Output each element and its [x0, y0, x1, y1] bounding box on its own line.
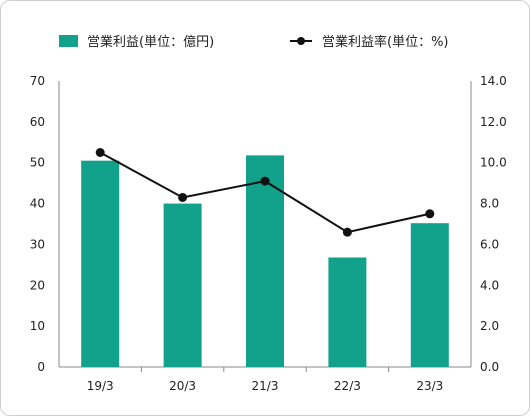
y-left-tick-label: 10 [30, 319, 45, 333]
y-right-tick-label: 4.0 [480, 278, 499, 292]
y-left-tick-label: 70 [30, 74, 45, 88]
y-right-tick-label: 10.0 [480, 156, 507, 170]
legend-label-bar: 営業利益(単位：億円) [87, 34, 214, 50]
legend-swatch-marker [297, 37, 305, 45]
legend-label-line: 営業利益率(単位：%) [322, 34, 449, 50]
line-point [342, 227, 352, 237]
y-left-ticks: 0 10 20 30 40 50 60 70 [30, 74, 45, 374]
y-right-tick-label: 14.0 [480, 74, 507, 88]
bar [81, 160, 120, 367]
legend: 営業利益(単位：億円) 営業利益率(単位：%) [59, 34, 449, 50]
x-tick-label: 19/3 [87, 379, 114, 393]
bar [328, 257, 367, 367]
bar [163, 203, 202, 367]
legend-swatch-bar [59, 35, 78, 47]
x-tick-label: 20/3 [169, 379, 196, 393]
y-left-tick-label: 0 [37, 360, 45, 374]
y-right-tick-label: 2.0 [480, 319, 499, 333]
y-left-tick-label: 30 [30, 237, 45, 251]
y-left-tick-label: 50 [30, 156, 45, 170]
x-tick-label: 23/3 [416, 379, 443, 393]
y-right-tick-label: 6.0 [480, 237, 499, 251]
y-right-ticks: 0.0 2.0 4.0 6.0 8.0 10.0 12.0 14.0 [480, 74, 507, 374]
y-right-tick-label: 12.0 [480, 115, 507, 129]
y-right-tick-label: 8.0 [480, 197, 499, 211]
line-series [95, 148, 435, 237]
bar [246, 155, 284, 367]
y-right-tick-label: 0.0 [480, 360, 499, 374]
line-point [178, 192, 188, 202]
line-point [95, 148, 105, 157]
line-point [425, 209, 435, 219]
y-left-tick-label: 60 [30, 115, 45, 129]
x-tick-label: 22/3 [334, 379, 361, 393]
x-tick-label: 21/3 [252, 379, 279, 393]
line-point [260, 176, 270, 186]
bar [410, 223, 449, 367]
y-left-tick-label: 20 [30, 278, 45, 292]
y-left-tick-label: 40 [30, 197, 45, 211]
x-axis-ticks: 19/3 20/3 21/3 22/3 23/3 [87, 379, 444, 393]
bar-series [81, 155, 449, 367]
